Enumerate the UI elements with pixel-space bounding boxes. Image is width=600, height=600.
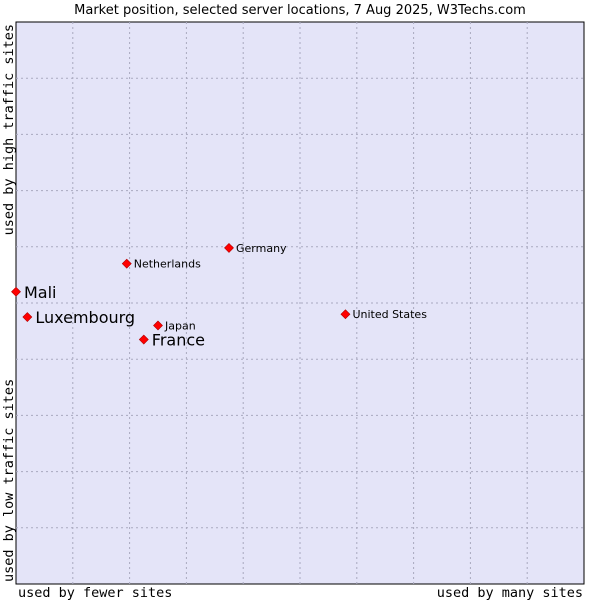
point-marker-united-states bbox=[340, 309, 351, 320]
point-marker-japan bbox=[153, 320, 163, 331]
point-label-united-states: United States bbox=[352, 308, 427, 321]
point-label-france: France bbox=[152, 331, 205, 350]
data-point-mali: Mali bbox=[11, 283, 57, 302]
point-marker-luxembourg bbox=[22, 312, 33, 322]
point-label-netherlands: Netherlands bbox=[134, 258, 201, 271]
grid-lines bbox=[16, 22, 584, 584]
data-point-united-states: United States bbox=[340, 308, 427, 321]
point-label-germany: Germany bbox=[236, 242, 287, 255]
data-point-france: France bbox=[138, 331, 205, 350]
x-axis-label-left: used by fewer sites bbox=[18, 585, 172, 600]
data-point-germany: Germany bbox=[224, 242, 287, 255]
data-point-netherlands: Netherlands bbox=[121, 258, 201, 271]
point-marker-germany bbox=[224, 242, 234, 253]
point-label-japan: Japan bbox=[164, 319, 196, 332]
point-label-mali: Mali bbox=[24, 283, 57, 302]
point-marker-france bbox=[138, 334, 149, 345]
x-axis-label-right: used by many sites bbox=[437, 585, 583, 600]
data-point-luxembourg: Luxembourg bbox=[22, 308, 135, 327]
y-axis-label-bottom: used by low traffic sites bbox=[1, 379, 17, 582]
data-point-japan: Japan bbox=[153, 319, 196, 332]
point-label-luxembourg: Luxembourg bbox=[35, 308, 135, 327]
y-axis-label-top: used by high traffic sites bbox=[1, 24, 17, 235]
point-marker-netherlands bbox=[121, 258, 132, 269]
chart-title: Market position, selected server locatio… bbox=[74, 3, 526, 18]
point-marker-mali bbox=[11, 286, 21, 297]
